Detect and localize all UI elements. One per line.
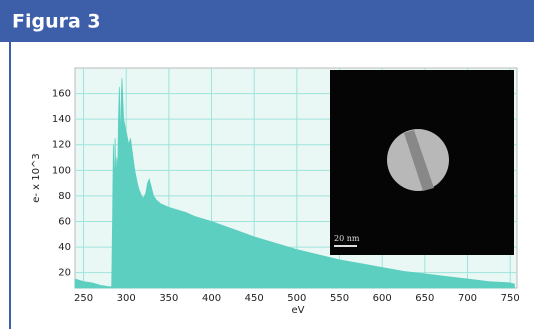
figure-title: Figura 3 (12, 11, 101, 33)
x-tick-label: 600 (373, 293, 392, 304)
x-tick-label: 700 (458, 293, 477, 304)
y-tick-label: 100 (52, 165, 71, 176)
x-tick-label: 500 (287, 293, 306, 304)
y-tick-label: 160 (52, 89, 71, 100)
x-tick-label: 350 (159, 293, 178, 304)
y-tick-label: 120 (52, 140, 71, 151)
x-tick-label: 400 (202, 293, 221, 304)
scale-label: 20 nm (334, 234, 360, 243)
x-tick-label: 450 (245, 293, 264, 304)
x-axis-label: eV (292, 305, 305, 316)
y-tick-label: 60 (58, 216, 71, 227)
y-tick-label: 80 (58, 191, 71, 202)
x-tick-label: 650 (415, 293, 434, 304)
y-tick-label: 140 (52, 114, 71, 125)
y-tick-label: 40 (58, 242, 71, 253)
figure: Figura 3 20 nm eV e- x 10^3 20 40 60 80 100 1… (0, 0, 534, 329)
inset: 20 nm (330, 70, 514, 255)
x-tick-label: 300 (117, 293, 136, 304)
y-tick-label: 20 (58, 268, 71, 279)
x-tick-label: 550 (330, 293, 349, 304)
x-tick-label: 250 (74, 293, 93, 304)
y-axis-label: e- x 10^3 (31, 153, 42, 203)
x-tick-label: 750 (501, 293, 520, 304)
